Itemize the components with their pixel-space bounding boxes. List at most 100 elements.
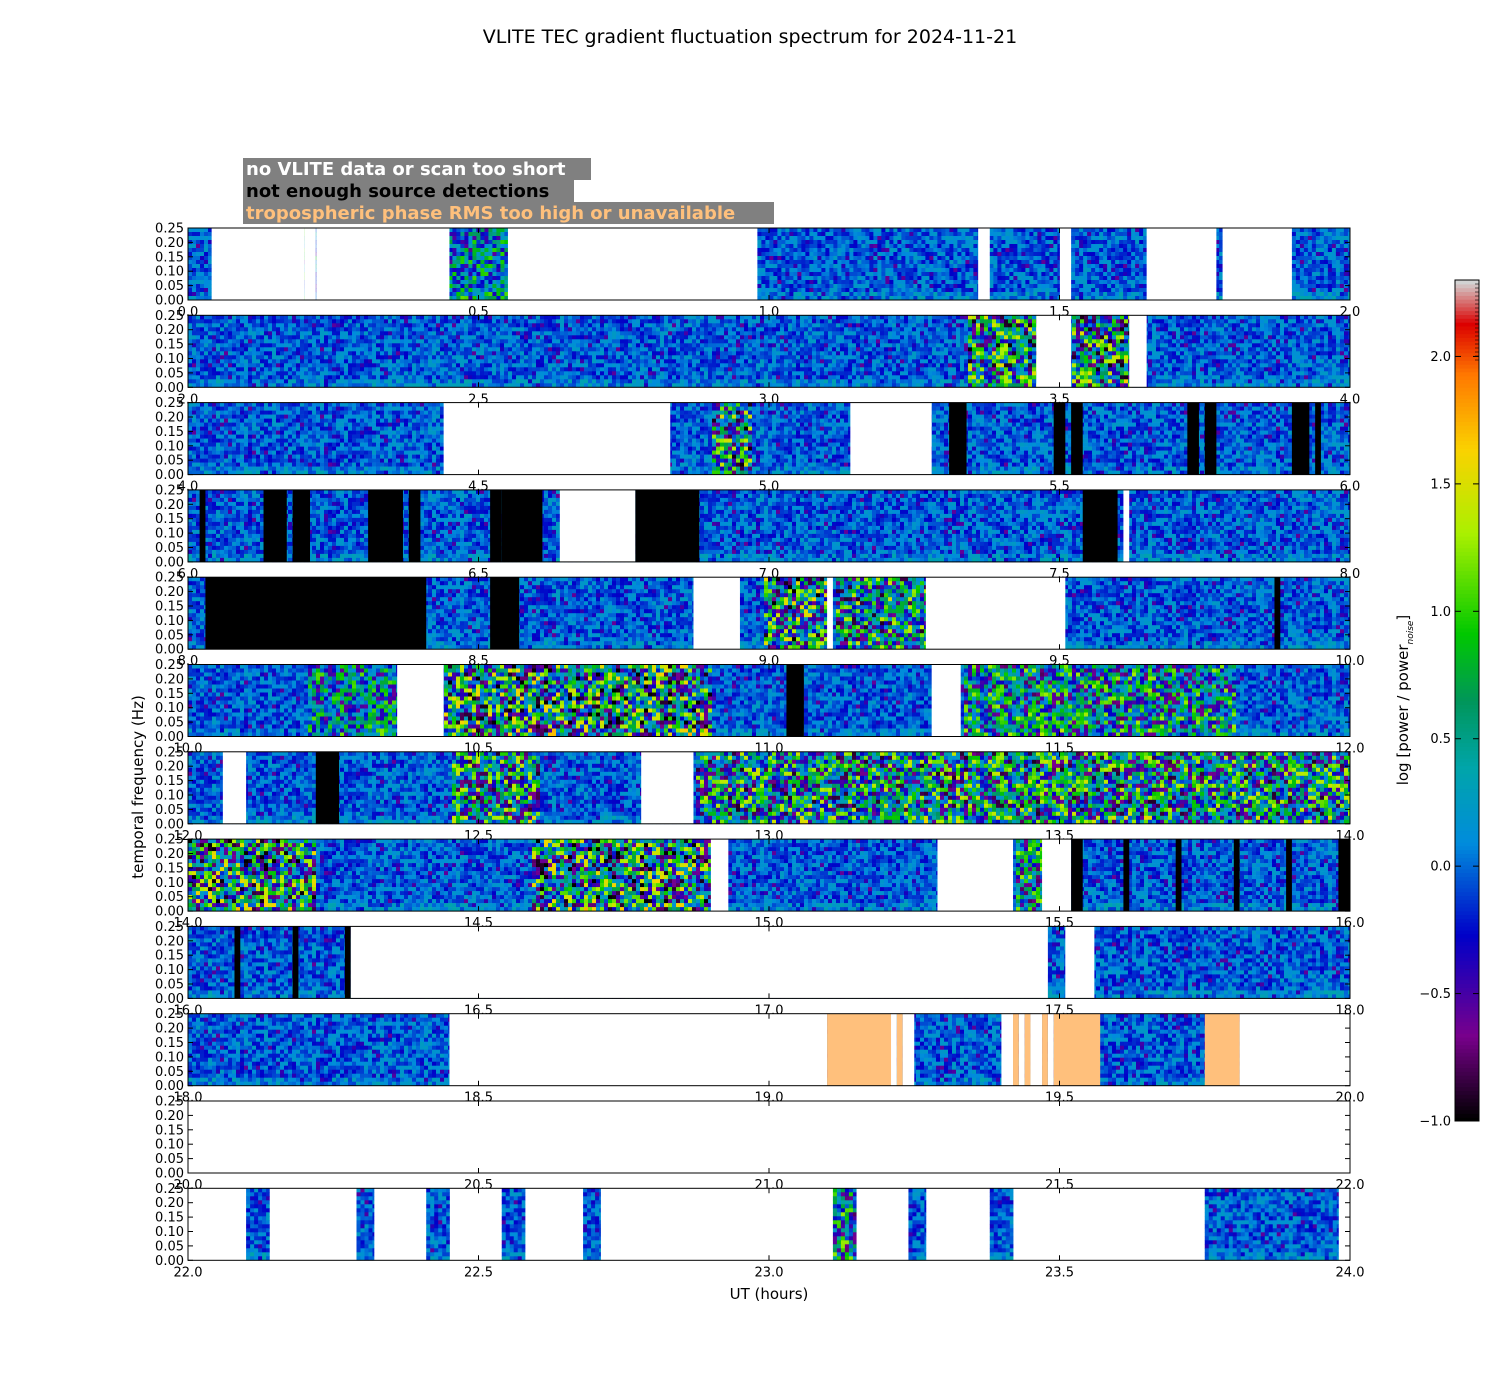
no-data-flag <box>931 664 961 737</box>
colorbar-tick-label: −1.0 <box>1419 1115 1451 1130</box>
y-tick-label: 0.25 <box>155 1182 184 1197</box>
y-tick-label: 0.25 <box>155 658 184 673</box>
y-tick-label: 0.25 <box>155 833 184 848</box>
y-tick-label: 0.25 <box>155 309 184 324</box>
no-data-flag <box>1030 1013 1043 1086</box>
tropo-flag <box>1024 1013 1031 1086</box>
y-tick-label: 0.20 <box>155 1196 184 1211</box>
y-tick-label: 0.20 <box>155 934 184 949</box>
spectrum-block <box>832 1188 857 1261</box>
spectrum-block <box>188 664 1351 737</box>
few-sources-flag <box>1053 402 1066 475</box>
y-tick-label: 0.25 <box>155 920 184 935</box>
x-tick-label: 22.5 <box>464 1265 493 1280</box>
y-tick-label: 0.10 <box>155 614 184 629</box>
no-data-flag <box>641 751 694 824</box>
spectrum-block <box>188 315 1351 388</box>
y-tick-label: 0.05 <box>155 978 184 993</box>
few-sources-flag <box>1274 577 1281 650</box>
spectrum-block <box>1204 1188 1339 1261</box>
spectrum-block <box>188 402 1351 475</box>
no-data-flag <box>850 402 932 475</box>
y-tick-label: 0.05 <box>155 541 184 556</box>
few-sources-flag <box>490 577 520 650</box>
y-tick-label: 0.15 <box>155 861 184 876</box>
few-sources-flag <box>1071 839 1083 912</box>
no-data-flag <box>559 489 636 562</box>
y-tick-label: 0.15 <box>155 600 184 615</box>
y-tick-label: 0.10 <box>155 1050 184 1065</box>
no-data-flag <box>728 228 740 300</box>
no-data-flag <box>827 577 833 650</box>
colorbar-tick-label: 2.0 <box>1430 350 1451 365</box>
no-data-flag <box>1047 1013 1054 1086</box>
y-tick-label: 0.25 <box>155 483 184 498</box>
few-sources-flag <box>292 489 311 562</box>
y-tick-label: 0.05 <box>155 366 184 381</box>
y-tick-label: 0.10 <box>155 701 184 716</box>
y-tick-label: 0.15 <box>155 1036 184 1051</box>
y-tick-label: 0.00 <box>155 555 184 570</box>
no-data-flag <box>902 1013 915 1086</box>
no-data-flag <box>443 402 671 475</box>
y-tick-label: 0.20 <box>155 1109 184 1124</box>
y-tick-label: 0.00 <box>155 992 184 1007</box>
spectrum-block <box>1291 228 1351 301</box>
spectrum-block <box>188 489 1351 563</box>
y-tick-label: 0.10 <box>155 439 184 454</box>
no-data-flag <box>891 1013 897 1086</box>
legend-box <box>243 158 591 180</box>
no-data-flag <box>1065 926 1095 999</box>
spectrum-block <box>908 1188 927 1261</box>
y-tick-label: 0.20 <box>155 498 184 513</box>
few-sources-flag <box>635 489 700 562</box>
x-tick-label: 24.0 <box>1336 1265 1365 1280</box>
colorbar-tick-label: 1.0 <box>1430 605 1451 620</box>
panel-1: 0.000.050.100.150.200.252.0 2.5 3.0 3.5 4.0 <box>155 309 1360 408</box>
no-data-flag <box>937 839 1014 912</box>
spectrum-block <box>188 751 1351 825</box>
y-tick-label: 0.00 <box>155 905 184 920</box>
y-tick-label: 0.05 <box>155 628 184 643</box>
y-tick-label: 0.10 <box>155 876 184 891</box>
y-tick-label: 0.20 <box>155 411 184 426</box>
legend-box <box>243 202 774 224</box>
panel-3: 0.000.050.100.150.200.256.0 6.5 7.0 7.5 8.0 <box>155 483 1360 582</box>
y-tick-label: 0.20 <box>155 1022 184 1037</box>
no-data-flag <box>188 1101 1350 1173</box>
few-sources-flag <box>315 751 340 824</box>
y-tick-label: 0.15 <box>155 774 184 789</box>
y-tick-label: 0.05 <box>155 803 184 818</box>
no-data-flag <box>1129 315 1147 388</box>
few-sources-flag <box>949 402 967 475</box>
y-tick-label: 0.05 <box>155 1239 184 1254</box>
spectrum-block <box>501 1188 526 1261</box>
colorbar-tick-label: 0.0 <box>1430 860 1451 875</box>
no-data-flag <box>304 228 316 300</box>
y-tick-label: 0.15 <box>155 338 184 353</box>
spectrum-block <box>989 1188 1014 1261</box>
legend-item: no VLITE data or scan too short <box>246 159 566 180</box>
few-sources-flag <box>344 926 351 999</box>
spectrum-block <box>426 1188 450 1261</box>
y-tick-label: 0.25 <box>155 1007 184 1022</box>
legend-box <box>243 180 574 202</box>
no-data-flag <box>368 228 450 300</box>
panel-2: 0.000.050.100.150.200.254.0 4.5 5.0 5.5 6.0 <box>155 396 1360 495</box>
panel-4: 0.000.050.100.150.200.258.0 8.5 9.0 9.5 10.0 <box>155 571 1364 670</box>
no-data-flag <box>1001 1013 1014 1086</box>
few-sources-flag <box>786 664 804 737</box>
y-tick-label: 0.10 <box>155 963 184 978</box>
no-data-flag <box>222 751 247 824</box>
few-sources-flag <box>1187 402 1199 475</box>
few-sources-flag <box>1082 489 1118 562</box>
y-tick-label: 0.10 <box>155 789 184 804</box>
legend-item: not enough source detections <box>246 181 549 202</box>
few-sources-flag <box>1175 839 1182 912</box>
y-tick-label: 0.00 <box>155 294 184 309</box>
y-tick-label: 0.20 <box>155 585 184 600</box>
